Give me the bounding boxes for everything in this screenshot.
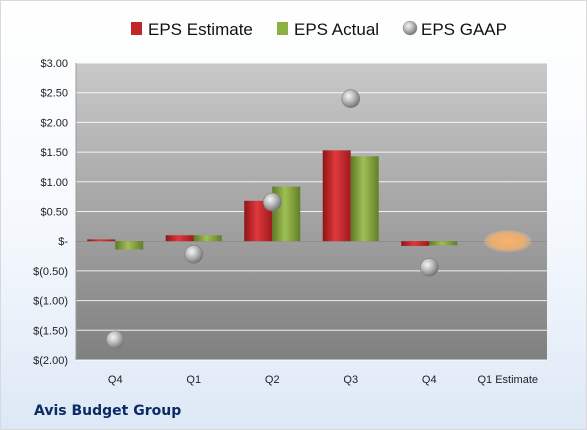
y-tick-label: $2.50 (40, 88, 68, 100)
eps-estimate-bar (322, 150, 351, 242)
eps-estimate-bar (401, 241, 430, 246)
legend-label: EPS Actual (294, 20, 379, 39)
y-tick-label: $(0.50) (33, 266, 68, 278)
y-tick-label: $0.50 (40, 207, 68, 219)
y-tick-label: $2.00 (40, 117, 68, 129)
projected-estimate-marker (483, 230, 532, 253)
x-tick-label: Q2 (265, 374, 280, 386)
y-tick-label: $3.00 (40, 58, 68, 70)
legend-swatch-gaap (402, 20, 418, 36)
eps-gaap-point (184, 244, 204, 264)
legend-swatch-actual (277, 22, 288, 35)
eps-actual-bar (350, 156, 379, 242)
y-tick-label: $(2.00) (33, 355, 68, 367)
eps-gaap-point (341, 89, 361, 108)
x-tick-label: Q4 (422, 374, 437, 386)
company-name: Avis Budget Group (34, 403, 182, 419)
legend-label: EPS Estimate (148, 20, 253, 39)
x-tick-label: Q4 (108, 374, 123, 386)
x-tick-label: Q1 Estimate (477, 374, 538, 386)
eps-actual-bar (193, 235, 222, 242)
eps-estimate-bar (165, 235, 194, 242)
eps-actual-bar (429, 241, 458, 246)
eps-gaap-point (419, 258, 439, 277)
eps-actual-bar (115, 241, 144, 250)
eps-gaap-point (262, 192, 282, 212)
eps-gaap-point (105, 330, 125, 350)
y-tick-label: $- (58, 236, 68, 248)
y-tick-label: $1.50 (40, 147, 68, 159)
legend-swatch-estimate (131, 22, 142, 35)
eps-estimate-bar (87, 239, 116, 242)
x-tick-label: Q3 (343, 374, 358, 386)
y-tick-label: $1.00 (40, 177, 68, 189)
x-tick-label: Q1 (186, 374, 201, 386)
y-tick-label: $(1.00) (33, 296, 68, 308)
legend-label: EPS GAAP (421, 20, 507, 39)
y-tick-label: $(1.50) (33, 325, 68, 337)
